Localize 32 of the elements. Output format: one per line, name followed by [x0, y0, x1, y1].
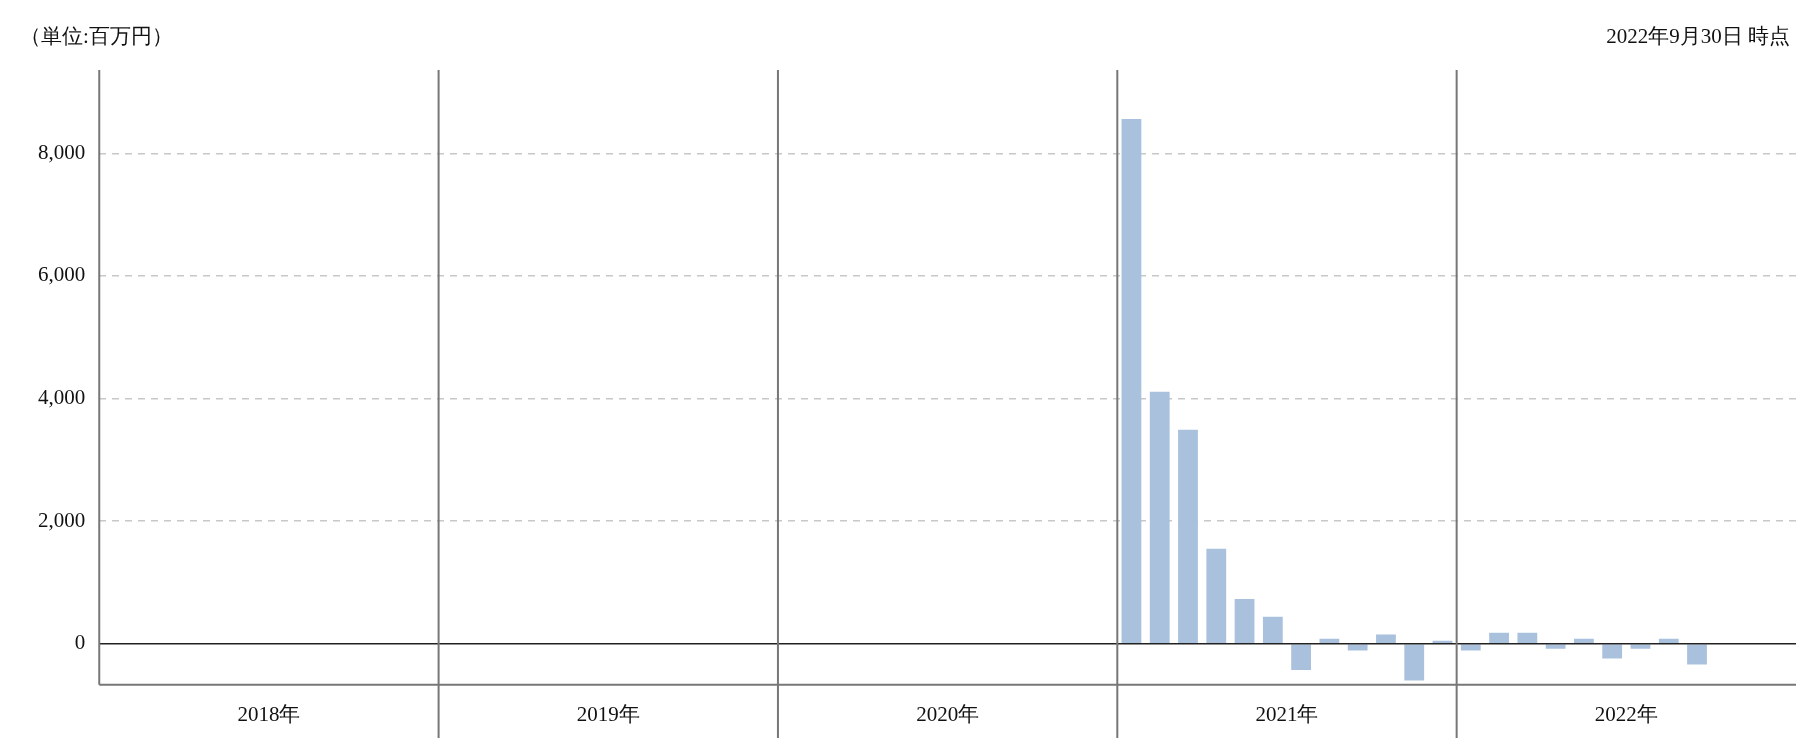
- bar: [1347, 644, 1368, 651]
- bar: [1545, 644, 1566, 649]
- bar: [1602, 644, 1623, 659]
- bar: [1262, 616, 1283, 643]
- bar: [1234, 598, 1255, 643]
- bar: [1291, 644, 1312, 671]
- y-tick-label: 8,000: [38, 139, 86, 164]
- bar: [1687, 644, 1707, 665]
- x-tick-label: 2019年: [576, 701, 640, 726]
- x-tick-label: 2021年: [1255, 701, 1319, 726]
- bar: [1319, 638, 1340, 643]
- bar: [1517, 632, 1538, 643]
- x-tick-label: 2018年: [237, 701, 301, 726]
- bar: [1121, 119, 1142, 643]
- bar: [1489, 632, 1509, 643]
- y-tick-label: 2,000: [38, 507, 86, 532]
- x-tick-label: 2020年: [916, 701, 980, 726]
- bar: [1460, 644, 1481, 651]
- bar: [1404, 644, 1425, 681]
- text: 2022年9月30日 時点: [1606, 23, 1790, 50]
- bar: [1206, 548, 1227, 643]
- y-tick-label: 6,000: [38, 262, 86, 287]
- bar: [1658, 638, 1679, 643]
- y-tick-label: 4,000: [38, 385, 86, 410]
- y-tick-label: 0: [74, 630, 86, 655]
- y-axis-title: （単位:百万円）: [20, 23, 173, 50]
- bar: [1574, 638, 1594, 643]
- bar: [1178, 429, 1198, 643]
- bar: [1149, 391, 1170, 643]
- bar: [1630, 644, 1651, 649]
- x-tick-label: 2022年: [1594, 701, 1658, 726]
- bar: [1376, 634, 1396, 643]
